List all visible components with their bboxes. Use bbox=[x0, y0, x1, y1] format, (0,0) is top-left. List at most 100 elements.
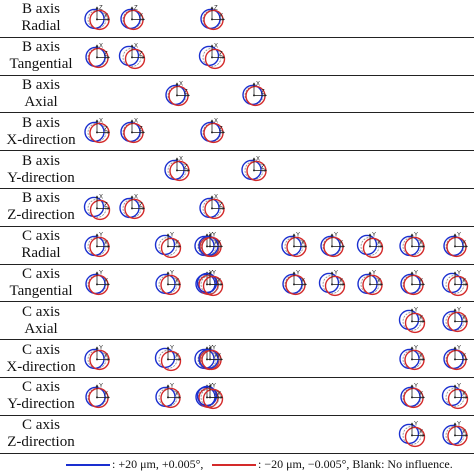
row-label: C axis X-direction bbox=[0, 340, 82, 377]
vertical-axis-label: Z bbox=[134, 5, 138, 11]
horizontal-arrowhead bbox=[422, 395, 425, 399]
negative-deviation-circle bbox=[404, 426, 426, 447]
circle-deviation-icon: YX bbox=[155, 383, 181, 409]
origin-dot bbox=[131, 131, 133, 134]
origin-dot bbox=[131, 207, 133, 210]
negative-deviation-circle bbox=[204, 48, 226, 69]
table-row: C axis Tangential Y X Y X Y X Y X Y X Y X Y X Y X Y X bbox=[0, 265, 474, 303]
row-error-direction: Radial bbox=[21, 18, 61, 35]
row-error-direction: Axial bbox=[24, 320, 58, 337]
circle-deviation-icon: YX bbox=[400, 383, 425, 409]
circle-deviation-icon: YX bbox=[84, 346, 110, 371]
vertical-arrowhead bbox=[95, 270, 99, 274]
row-label: C axis Z-direction bbox=[0, 416, 82, 453]
vertical-axis-label: Z bbox=[214, 5, 218, 11]
origin-dot bbox=[331, 282, 333, 285]
horizontal-arrowhead bbox=[465, 244, 468, 248]
horizontal-arrowhead bbox=[422, 282, 425, 286]
horizontal-axis-label: Z bbox=[104, 127, 108, 133]
vertical-arrowhead bbox=[166, 346, 170, 350]
circle-deviation-icon: YX bbox=[281, 232, 307, 257]
row-axis-name: B axis bbox=[22, 114, 60, 131]
circle-deviation-icon: ZX bbox=[200, 5, 225, 31]
origin-dot bbox=[206, 358, 208, 361]
origin-dot bbox=[211, 207, 213, 210]
circle-deviation-icon: YX bbox=[318, 270, 346, 296]
origin-dot bbox=[96, 18, 98, 21]
horizontal-arrowhead bbox=[220, 358, 223, 362]
legend: : +20 μm, +0.005°, : −20 μm, −0.005°, Bl… bbox=[0, 455, 474, 474]
horizontal-axis-label: X bbox=[419, 278, 423, 284]
vertical-axis-label: Y bbox=[414, 308, 418, 314]
row-label: C axis Radial bbox=[0, 227, 82, 264]
origin-dot bbox=[96, 131, 98, 134]
vertical-arrowhead bbox=[292, 233, 296, 236]
vertical-axis-label: Y bbox=[170, 232, 174, 238]
vertical-arrowhead bbox=[453, 308, 457, 312]
negative-deviation-circle bbox=[447, 388, 469, 410]
circle-deviation-icon: XZ bbox=[120, 119, 145, 144]
origin-dot bbox=[131, 56, 133, 59]
circle-deviation-icon: YX bbox=[400, 270, 425, 295]
horizontal-arrowhead bbox=[304, 282, 307, 286]
circle-deviation-icon: XZ bbox=[198, 43, 226, 69]
horizontal-arrowhead bbox=[107, 282, 110, 286]
row-axis-name: C axis bbox=[22, 417, 60, 434]
circle-deviation-icon: XZ bbox=[83, 194, 111, 221]
negative-deviation-circle bbox=[202, 275, 224, 296]
circle-deviation-icon: XZ bbox=[119, 194, 145, 220]
horizontal-axis-label: X bbox=[339, 240, 343, 246]
vertical-arrowhead bbox=[208, 233, 212, 236]
horizontal-axis-label: X bbox=[339, 278, 343, 284]
horizontal-axis-label: Z bbox=[219, 51, 223, 57]
horizontal-arrowhead bbox=[422, 244, 425, 248]
horizontal-arrowhead bbox=[220, 395, 223, 399]
circle-deviation-icon: XZ bbox=[164, 157, 190, 182]
vertical-arrowhead bbox=[205, 233, 209, 236]
vertical-axis-label: Y bbox=[170, 383, 174, 389]
row-error-direction: X-direction bbox=[6, 131, 76, 148]
row-error-direction: Z-direction bbox=[7, 207, 75, 224]
circle-deviation-icon: XZ bbox=[165, 81, 190, 106]
vertical-arrowhead bbox=[208, 270, 212, 274]
vertical-arrowhead bbox=[453, 422, 457, 425]
vertical-arrowhead bbox=[453, 384, 457, 387]
horizontal-arrowhead bbox=[465, 358, 468, 362]
horizontal-arrowhead bbox=[422, 320, 425, 324]
table-row: B axis X-direction X Z X Z X Z bbox=[0, 113, 474, 152]
table-row: C axis X-direction Y X Y X Y X Y X Y X Y X bbox=[0, 340, 474, 378]
vertical-arrowhead bbox=[252, 81, 256, 85]
vertical-arrowhead bbox=[205, 346, 209, 350]
horizontal-axis-label: X bbox=[104, 354, 108, 360]
origin-dot bbox=[411, 434, 413, 437]
origin-dot bbox=[209, 245, 211, 248]
circle-deviation-icon: YX bbox=[399, 232, 425, 257]
origin-dot bbox=[206, 245, 208, 248]
vertical-arrowhead bbox=[368, 270, 372, 274]
vertical-arrowhead bbox=[166, 384, 170, 387]
vertical-axis-label: Y bbox=[457, 346, 461, 352]
vertical-axis-label: Y bbox=[457, 308, 461, 314]
circle-deviation-icon: ZX bbox=[120, 5, 145, 31]
vertical-arrowhead bbox=[292, 270, 296, 274]
horizontal-arrowhead bbox=[222, 131, 225, 135]
origin-dot bbox=[209, 282, 211, 285]
